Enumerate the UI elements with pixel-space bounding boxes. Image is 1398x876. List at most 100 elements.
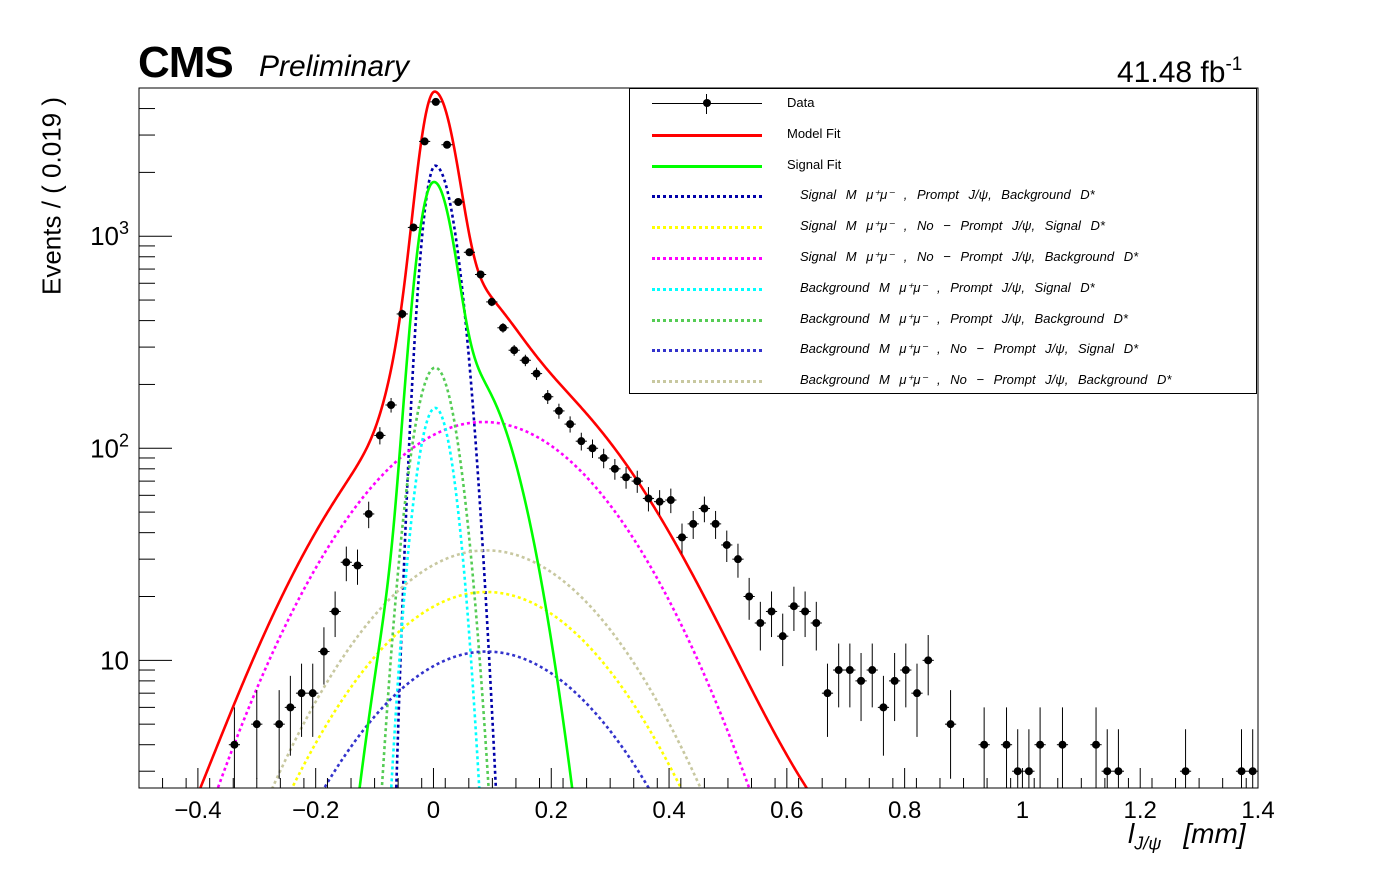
experiment-label: CMS [138,38,234,87]
component-curve-5 [380,366,490,788]
legend-entry: Background M μ⁺μ⁻ , Prompt J/ψ, Signal D… [630,274,1256,304]
data-point [454,198,463,207]
data-point [655,497,664,506]
data-point [364,509,373,518]
data-point [666,496,675,505]
legend-entry: Background M μ⁺μ⁻ , No − Prompt J/ψ, Bac… [630,366,1256,396]
legend-error-bar [706,94,707,114]
data-point [1013,767,1022,776]
data-point [722,540,731,549]
legend-label: Signal M μ⁺μ⁻ , Prompt J/ψ, Background D… [800,187,1095,203]
legend-swatch [652,318,762,322]
data-point [767,607,776,616]
legend-entry: Background M μ⁺μ⁻ , No − Prompt J/ψ, Sig… [630,335,1256,365]
data-point [1237,767,1246,776]
data-point [1103,767,1112,776]
data-point [812,618,821,627]
y-tick-label: 103 [90,218,129,251]
x-tick-label: 0.4 [652,797,685,824]
legend-label: Signal M μ⁺μ⁻ , No − Prompt J/ψ, Signal … [800,218,1105,234]
y-axis-label: Events / ( 0.019 ) [36,97,67,295]
x-tick-label: 1.2 [1124,797,1157,824]
x-axis-unit: [mm] [1183,818,1246,849]
data-point [375,431,384,440]
legend-label: Background M μ⁺μ⁻ , Prompt J/ψ, Signal D… [800,279,1095,295]
data-point [230,740,239,749]
data-point [644,494,653,503]
data-point [1114,767,1123,776]
legend-label: Signal Fit [787,156,842,172]
data-point [1024,767,1033,776]
y-tick-label: 102 [90,430,129,463]
legend-label: Model Fit [787,125,841,141]
data-point [1248,767,1257,776]
y-tick-label: 10 [100,645,129,675]
legend-label: Background M μ⁺μ⁻ , Prompt J/ψ, Backgrou… [800,310,1128,326]
x-tick-label: 0.2 [535,797,568,824]
legend-swatch [652,164,762,168]
luminosity-label: 41.48 fb-1 [1117,54,1242,90]
component-curve-2 [290,590,683,788]
data-point [252,720,261,729]
legend-entry: Background M μ⁺μ⁻ , Prompt J/ψ, Backgrou… [630,305,1256,335]
data-point [319,647,328,656]
legend-swatch [652,195,762,199]
data-point [745,592,754,601]
data-point [543,392,552,401]
data-point [286,703,295,712]
data-point [711,519,720,528]
component-curve-6 [322,650,651,788]
data-point [554,406,563,415]
data-point [476,270,485,279]
data-point [1036,740,1045,749]
data-point [431,97,440,106]
legend-entry: Model Fit [630,120,1256,150]
data-point [857,676,866,685]
data-point [275,720,284,729]
legend-swatch [652,349,762,353]
data-point [890,676,899,685]
data-point [678,533,687,542]
legend-swatch [652,380,762,384]
legend-label: Background M μ⁺μ⁻ , No − Prompt J/ψ, Sig… [800,341,1139,357]
legend-swatch [652,226,762,230]
x-tick-label: 0 [427,797,440,824]
legend-swatch [652,287,762,291]
data-point [633,477,642,486]
legend-entry: Signal Fit [630,151,1256,181]
status-label: Preliminary [259,50,410,83]
data-point [420,137,429,146]
component-curve-7 [270,549,702,788]
component-curve-1 [394,164,498,788]
component-curve-3 [216,420,751,788]
legend-label: Data [787,95,815,110]
legend-entry: Signal M μ⁺μ⁻ , No − Prompt J/ψ, Backgro… [630,243,1256,273]
x-tick-label: −0.2 [292,797,339,824]
data-point [879,703,888,712]
data-point [577,437,586,446]
x-tick-label: −0.4 [174,797,221,824]
data-point [599,453,608,462]
data-point [834,666,843,675]
data-point [868,666,877,675]
data-point [308,689,317,698]
data-point [532,369,541,378]
x-tick-label: 0.6 [770,797,803,824]
legend-swatch [652,257,762,260]
legend-entry: Data [630,89,1256,119]
data-point [1058,740,1067,749]
data-point [756,618,765,627]
data-point [778,632,787,641]
data-point [901,666,910,675]
x-axis-variable: l [1128,818,1135,849]
data-point [733,555,742,564]
data-point [387,400,396,409]
legend: Data Model Fit Signal Fit Signal M μ⁺μ⁻ , P… [629,88,1257,394]
fit-curves [198,90,809,788]
data-point [443,140,452,149]
axes: −0.4 −0.2 0 0.2 0.4 0.6 0.8 1 1.2 1.4 10 102 103 [90,87,1275,824]
data-point [700,504,709,513]
model-fit-curve [198,90,809,788]
data-point [510,346,519,355]
